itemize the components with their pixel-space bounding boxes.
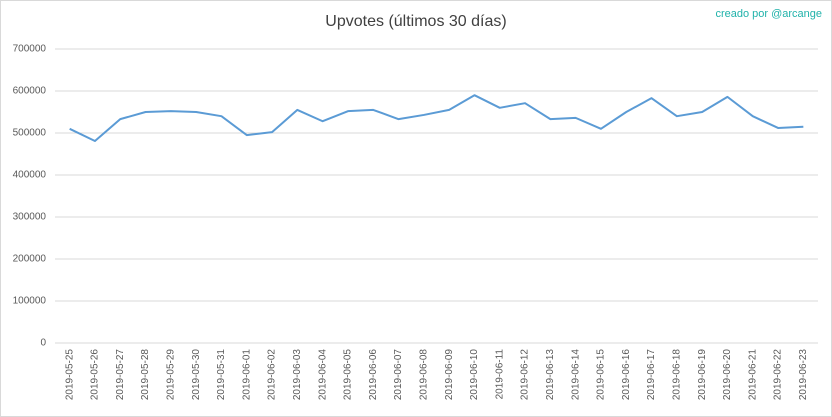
x-tick-label: 2019-05-26 bbox=[90, 349, 101, 401]
y-tick-label: 600000 bbox=[13, 86, 47, 97]
x-tick-label: 2019-06-21 bbox=[747, 349, 758, 401]
x-tick-label: 2019-05-31 bbox=[216, 349, 227, 401]
x-tick-label: 2019-06-04 bbox=[317, 349, 328, 401]
y-tick-label: 700000 bbox=[13, 44, 47, 55]
x-tick-label: 2019-06-16 bbox=[621, 349, 632, 401]
x-tick-label: 2019-06-13 bbox=[545, 349, 556, 401]
x-tick-label: 2019-06-18 bbox=[671, 349, 682, 401]
annotation: creado por @arcange bbox=[715, 8, 822, 20]
x-tick-label: 2019-06-03 bbox=[292, 349, 303, 401]
x-tick-label: 2019-05-25 bbox=[64, 349, 75, 401]
y-tick-label: 400000 bbox=[13, 170, 47, 181]
x-tick-label: 2019-06-17 bbox=[646, 349, 657, 401]
x-tick-label: 2019-06-19 bbox=[697, 349, 708, 401]
x-tick-label: 2019-06-15 bbox=[596, 349, 607, 401]
y-tick-label: 500000 bbox=[13, 128, 47, 139]
line bbox=[69, 94, 804, 142]
y-tick-label: 100000 bbox=[13, 296, 47, 307]
x-tick-label: 2019-06-09 bbox=[444, 349, 455, 401]
chart-title: Upvotes (últimos 30 días) bbox=[325, 13, 506, 30]
x-tick-label: 2019-06-11 bbox=[494, 349, 505, 400]
x-tick-label: 2019-06-23 bbox=[798, 349, 809, 401]
y-tick-label: 0 bbox=[40, 338, 46, 349]
x-tick-label: 2019-06-20 bbox=[722, 349, 733, 401]
x-tick-label: 2019-06-12 bbox=[520, 349, 531, 401]
x-tick-label: 2019-06-14 bbox=[570, 349, 581, 401]
x-tick-label: 2019-05-27 bbox=[115, 349, 126, 401]
y-tick-label: 300000 bbox=[13, 212, 47, 223]
x-tick-label: 2019-06-01 bbox=[241, 349, 252, 401]
x-tick-label: 2019-05-30 bbox=[191, 349, 202, 401]
x-tick-label: 2019-06-07 bbox=[393, 349, 404, 401]
x-tick-label: 2019-06-22 bbox=[773, 349, 784, 401]
x-tick-label: 2019-06-10 bbox=[469, 349, 480, 401]
x-tick-label: 2019-06-06 bbox=[368, 349, 379, 401]
x-tick-label: 2019-06-05 bbox=[343, 349, 354, 401]
x-tick-label: 2019-05-28 bbox=[140, 349, 151, 401]
y-tick-label: 200000 bbox=[13, 254, 47, 265]
x-tick-label: 2019-06-08 bbox=[418, 349, 429, 401]
x-tick-label: 2019-05-29 bbox=[165, 349, 176, 401]
x-tick-label: 2019-06-02 bbox=[267, 349, 278, 401]
